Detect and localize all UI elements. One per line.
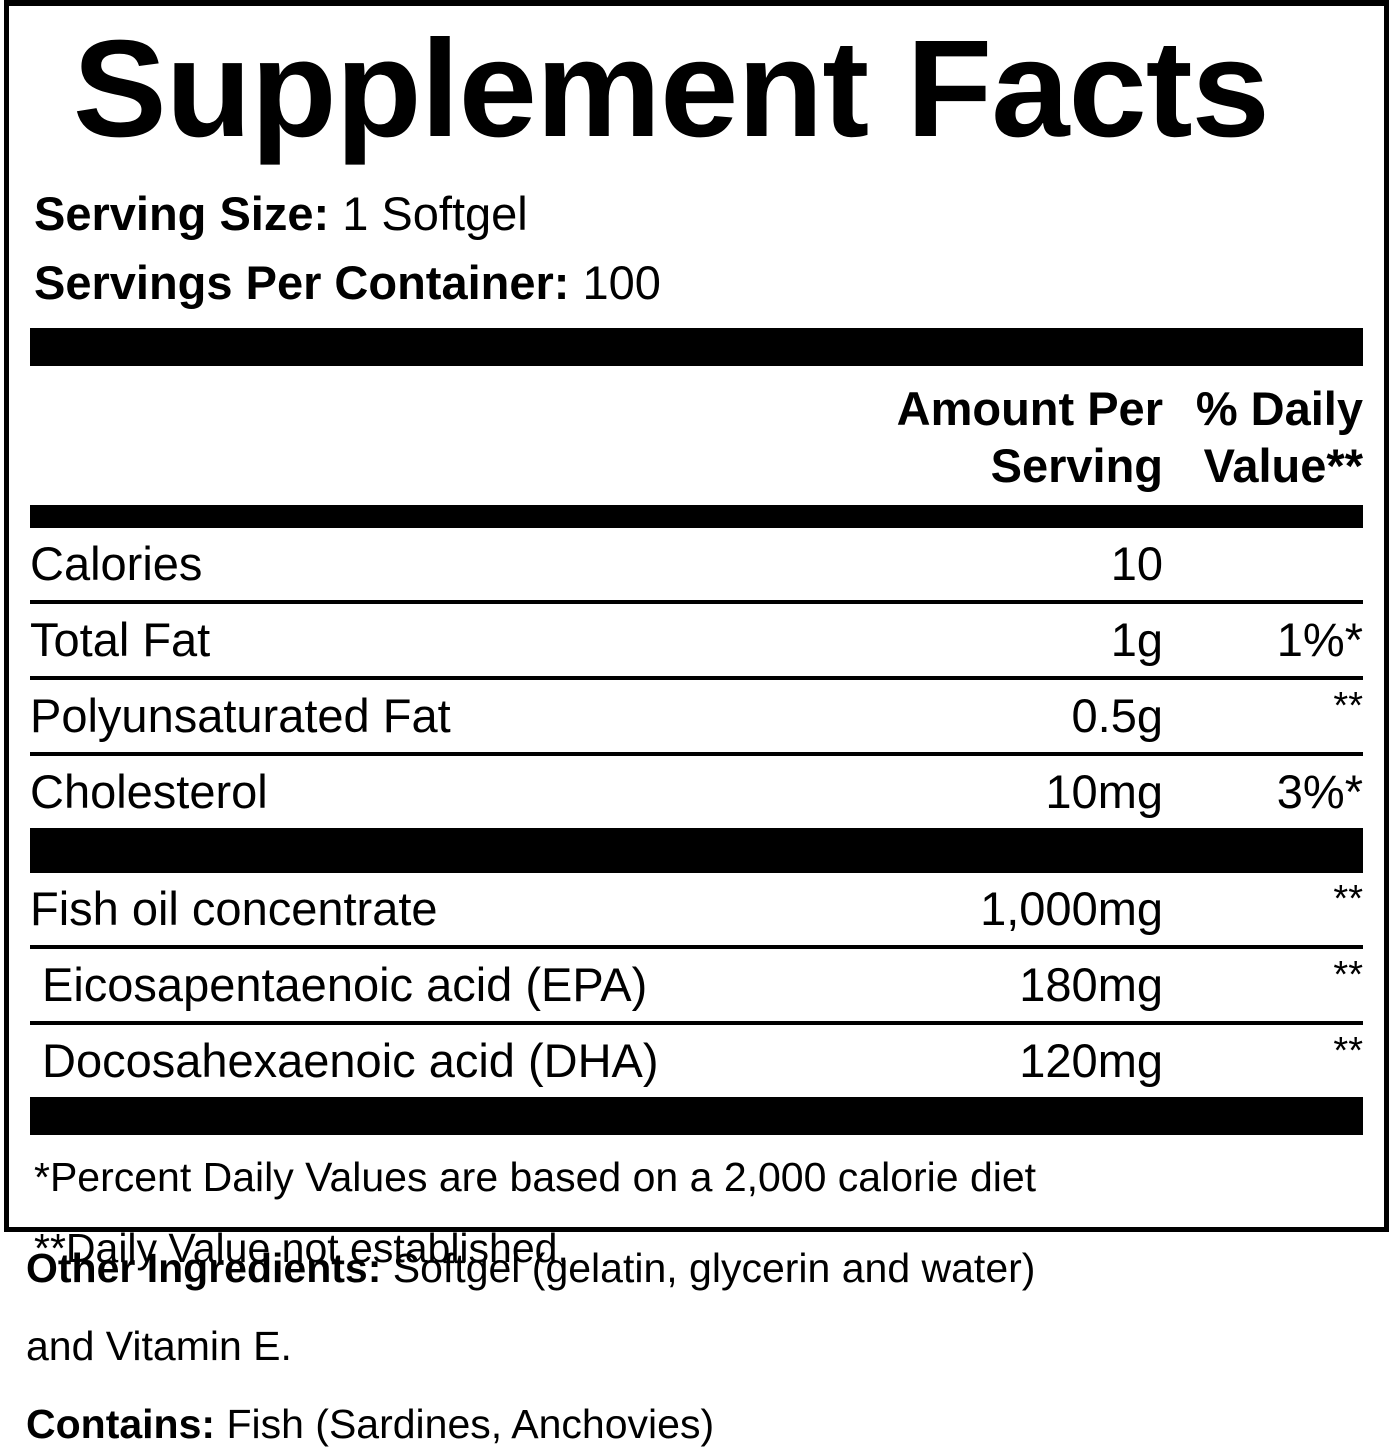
ingredient-amount: 180mg (1019, 957, 1163, 1011)
contains-line: Contains: Fish (Sardines, Anchovies) (26, 1404, 1366, 1445)
nutrient-amount: 10mg (1045, 764, 1163, 818)
ingredient-name: Eicosapentaenoic acid (EPA) (42, 957, 648, 1011)
footnote-daily-value: *Percent Daily Values are based on a 2,0… (34, 1153, 1037, 1200)
nutrient-daily-value: 3%* (1276, 764, 1363, 818)
ingredient-amount: 1,000mg (980, 881, 1163, 935)
nutrient-daily-value: 1%* (1276, 612, 1363, 666)
serving-size-line: Serving Size: 1 Softgel (30, 190, 1363, 237)
other-ingredients-label: Other Ingredients: (26, 1245, 382, 1291)
contains-value: Fish (Sardines, Anchovies) (215, 1401, 715, 1447)
supplement-facts-panel: Supplement Facts Serving Size: 1 Softgel… (4, 0, 1389, 1268)
ingredient-daily-value: ** (1333, 953, 1363, 996)
serving-size-label: Serving Size: (34, 187, 330, 240)
other-ingredients-line: Other Ingredients: Softgel (gelatin, gly… (26, 1248, 1366, 1289)
nutrient-name: Calories (30, 536, 203, 590)
ingredient-daily-value: ** (1333, 1029, 1363, 1072)
nutrient-name: Polyunsaturated Fat (30, 688, 451, 742)
ingredient-name: Docosahexaenoic acid (DHA) (42, 1033, 659, 1087)
nutrient-amount: 10 (1110, 536, 1163, 590)
row-divider (30, 599, 1363, 604)
table-row: Total Fat 1g 1%* (30, 604, 1363, 676)
footnote-not-established: **Daily Value not established. (34, 1224, 569, 1271)
nutrient-amount: 1g (1110, 612, 1163, 666)
table-row: Polyunsaturated Fat 0.5g ** (30, 680, 1363, 752)
daily-value-header: % Daily Value** (1195, 382, 1363, 493)
table-row: Calories 10 (30, 528, 1363, 600)
divider-bar-before-ingredients (30, 827, 1363, 873)
servings-per-container-label: Servings Per Container: (34, 256, 570, 309)
column-header-row: Amount Per Serving % Daily Value** (30, 366, 1363, 505)
divider-bar-before-footnotes (30, 1096, 1363, 1135)
contains-label: Contains: (26, 1401, 216, 1447)
table-row: Fish oil concentrate 1,000mg ** (30, 873, 1363, 945)
ingredient-daily-value: ** (1333, 877, 1363, 920)
bottom-ingredients-block: Other Ingredients: Softgel (gelatin, gly… (26, 1248, 1366, 1445)
serving-size-value: 1 Softgel (342, 187, 528, 240)
row-divider (30, 1020, 1363, 1025)
divider-bar-under-headers (30, 504, 1363, 528)
amount-per-serving-header: Amount Per Serving (896, 382, 1163, 493)
table-row: Docosahexaenoic acid (DHA) 120mg ** (30, 1025, 1363, 1097)
row-divider (30, 675, 1363, 680)
nutrient-name: Total Fat (30, 612, 211, 666)
nutrient-name: Cholesterol (30, 764, 268, 818)
ingredient-amount: 120mg (1019, 1033, 1163, 1087)
divider-bar-thick-top (30, 328, 1363, 366)
table-row: Cholesterol 10mg 3%* (30, 756, 1363, 828)
nutrient-daily-value: ** (1333, 684, 1363, 727)
row-divider (30, 944, 1363, 949)
table-row: Eicosapentaenoic acid (EPA) 180mg ** (30, 949, 1363, 1021)
nutrient-amount: 0.5g (1071, 688, 1163, 742)
ingredient-name: Fish oil concentrate (30, 881, 438, 935)
panel-inner: Supplement Facts Serving Size: 1 Softgel… (9, 6, 1384, 1268)
other-ingredients-value: Softgel (gelatin, glycerin and water) (381, 1245, 1036, 1291)
servings-per-container-line: Servings Per Container: 100 (30, 259, 1363, 306)
page-title: Supplement Facts (72, 12, 1270, 166)
other-ingredients-continuation: and Vitamin E. (26, 1323, 292, 1369)
row-divider (30, 751, 1363, 756)
servings-per-container-value: 100 (582, 256, 661, 309)
